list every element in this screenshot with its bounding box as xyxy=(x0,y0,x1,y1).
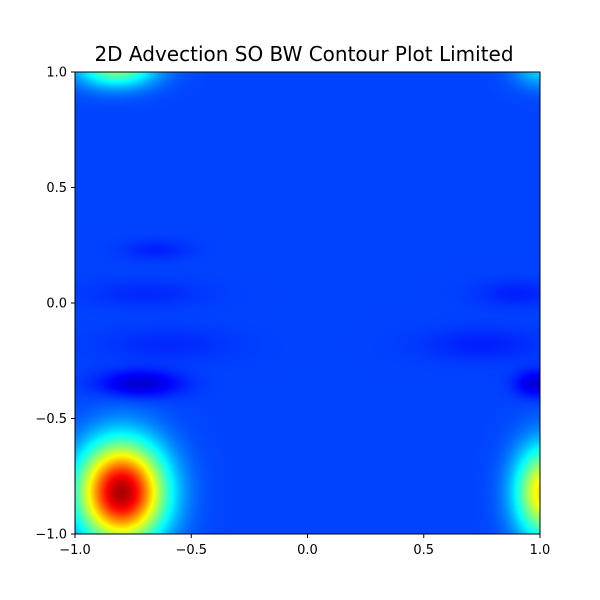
x-tick-label: 0.5 xyxy=(413,543,434,558)
y-axis: −1.0 −0.5 0.0 0.5 1.0 xyxy=(35,66,75,543)
y-tick-label: 0.0 xyxy=(46,297,67,312)
heatmap xyxy=(75,72,540,534)
y-tick-label: 0.5 xyxy=(46,181,67,196)
x-tick-label: −0.5 xyxy=(175,543,207,558)
chart-title: 2D Advection SO BW Contour Plot Limited xyxy=(94,42,514,66)
x-tick-label: 0.0 xyxy=(297,543,318,558)
x-axis: −1.0 −0.5 0.0 0.5 1.0 xyxy=(59,534,550,558)
x-tick-label: 1.0 xyxy=(530,543,551,558)
y-tick-label: −0.5 xyxy=(35,412,67,427)
x-tick-label: −1.0 xyxy=(59,543,91,558)
y-tick-label: 1.0 xyxy=(46,66,67,81)
y-tick-label: −1.0 xyxy=(35,528,67,543)
heatmap-image xyxy=(75,72,540,534)
